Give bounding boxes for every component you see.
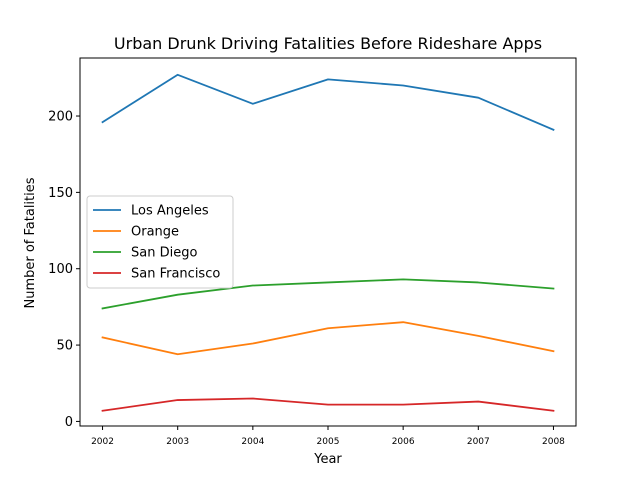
- y-tick-label: 100: [48, 262, 73, 277]
- x-tick-label: 2004: [241, 437, 264, 447]
- x-tick-label: 2006: [392, 437, 415, 447]
- x-tick-label: 2008: [542, 437, 565, 447]
- plot-area: 0 50 100 150 200 2002 2003 2004 2005 2006 2007 2008…: [48, 57, 577, 447]
- y-axis-label: Number of Fatalities: [23, 177, 38, 308]
- x-tick-label: 2007: [467, 437, 490, 447]
- legend-label-3: San Diego: [131, 246, 197, 261]
- legend-box: [86, 195, 234, 289]
- y-tick-label: 200: [48, 110, 73, 125]
- y-tick-label: 0: [65, 415, 73, 430]
- y-tick-label: 150: [48, 186, 73, 201]
- series-line-1: [101, 73, 555, 131]
- x-tick-label: 2005: [317, 437, 340, 447]
- series-line-4: [101, 397, 555, 412]
- legend-label-2: Orange: [131, 225, 179, 240]
- x-tick-label: 2002: [91, 437, 114, 447]
- legend-label-4: San Francisco: [131, 267, 220, 282]
- x-axis-label: Year: [313, 452, 342, 467]
- chart-title: Urban Drunk Driving Fatalities Before Ri…: [114, 34, 542, 53]
- series-line-3: [101, 278, 555, 310]
- y-tick-label: 50: [56, 339, 73, 354]
- x-tick-label: 2003: [166, 437, 189, 447]
- series-line-2: [101, 321, 555, 356]
- legend-label-1: Los Angeles: [131, 204, 209, 219]
